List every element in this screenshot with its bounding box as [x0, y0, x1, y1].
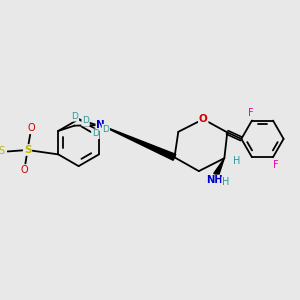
Polygon shape — [101, 125, 176, 160]
Text: D: D — [102, 125, 109, 134]
Text: O: O — [21, 165, 28, 175]
Text: D: D — [92, 129, 99, 138]
Text: N: N — [96, 120, 105, 130]
Polygon shape — [214, 158, 224, 176]
Text: D: D — [82, 116, 89, 125]
Text: O: O — [199, 114, 208, 124]
Text: D: D — [72, 112, 78, 121]
Text: F: F — [273, 160, 278, 170]
Text: S: S — [0, 146, 4, 156]
Text: H: H — [233, 156, 240, 166]
Text: F: F — [248, 108, 253, 118]
Text: H: H — [222, 177, 229, 187]
Text: O: O — [27, 123, 35, 133]
Text: S: S — [24, 145, 31, 155]
Text: NH: NH — [206, 176, 223, 185]
